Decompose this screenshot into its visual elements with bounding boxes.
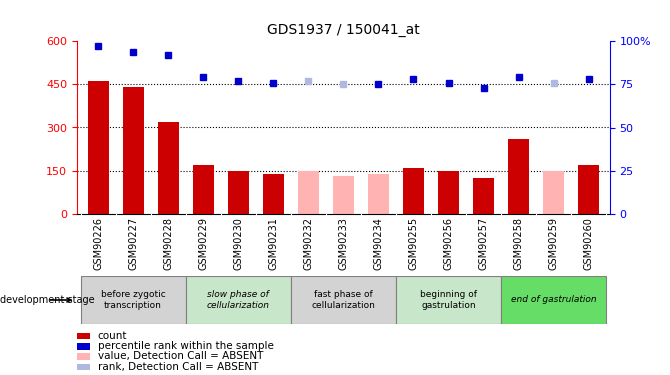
Bar (298, 171, 319, 214)
Text: GSM90233: GSM90233 (338, 217, 348, 270)
Text: development stage: development stage (0, 295, 94, 305)
Bar (403, 168, 424, 214)
Bar (186, 276, 291, 324)
Text: percentile rank within the sample: percentile rank within the sample (98, 341, 273, 351)
Bar (501, 276, 606, 324)
Text: GSM90259: GSM90259 (549, 217, 559, 270)
Bar (228, 171, 249, 214)
Bar (368, 174, 389, 214)
Text: GSM90234: GSM90234 (373, 217, 383, 270)
Text: GSM90228: GSM90228 (163, 217, 173, 270)
Text: GSM90226: GSM90226 (93, 217, 103, 270)
Text: count: count (98, 331, 127, 340)
Text: GSM90257: GSM90257 (478, 217, 488, 270)
Text: GSM90229: GSM90229 (198, 217, 208, 270)
Text: before zygotic
transcription: before zygotic transcription (100, 290, 165, 310)
Text: end of gastrulation: end of gastrulation (511, 296, 596, 304)
Title: GDS1937 / 150041_at: GDS1937 / 150041_at (267, 24, 419, 38)
Text: rank, Detection Call = ABSENT: rank, Detection Call = ABSENT (98, 362, 258, 372)
Bar (77, 343, 90, 350)
Text: GSM90255: GSM90255 (409, 217, 419, 270)
Bar (438, 171, 459, 214)
Bar (88, 81, 109, 214)
Bar (157, 122, 179, 214)
Bar (508, 139, 529, 214)
Text: GSM90260: GSM90260 (584, 217, 594, 270)
Bar (263, 174, 284, 214)
Bar (77, 363, 90, 370)
Bar (473, 178, 494, 214)
Text: GSM90258: GSM90258 (514, 217, 523, 270)
Bar (578, 165, 599, 214)
Bar (333, 176, 354, 214)
Bar (77, 353, 90, 360)
Bar (77, 333, 90, 339)
Text: GSM90227: GSM90227 (128, 217, 138, 270)
Bar (80, 276, 186, 324)
Text: GSM90256: GSM90256 (444, 217, 454, 270)
Bar (543, 171, 564, 214)
Bar (123, 87, 143, 214)
Bar (291, 276, 396, 324)
Text: GSM90232: GSM90232 (304, 217, 314, 270)
Text: GSM90231: GSM90231 (268, 217, 278, 270)
Text: fast phase of
cellularization: fast phase of cellularization (312, 290, 375, 310)
Bar (396, 276, 501, 324)
Text: GSM90230: GSM90230 (233, 217, 243, 270)
Bar (193, 165, 214, 214)
Text: beginning of
gastrulation: beginning of gastrulation (420, 290, 477, 310)
Text: value, Detection Call = ABSENT: value, Detection Call = ABSENT (98, 351, 263, 361)
Text: slow phase of
cellularization: slow phase of cellularization (207, 290, 270, 310)
